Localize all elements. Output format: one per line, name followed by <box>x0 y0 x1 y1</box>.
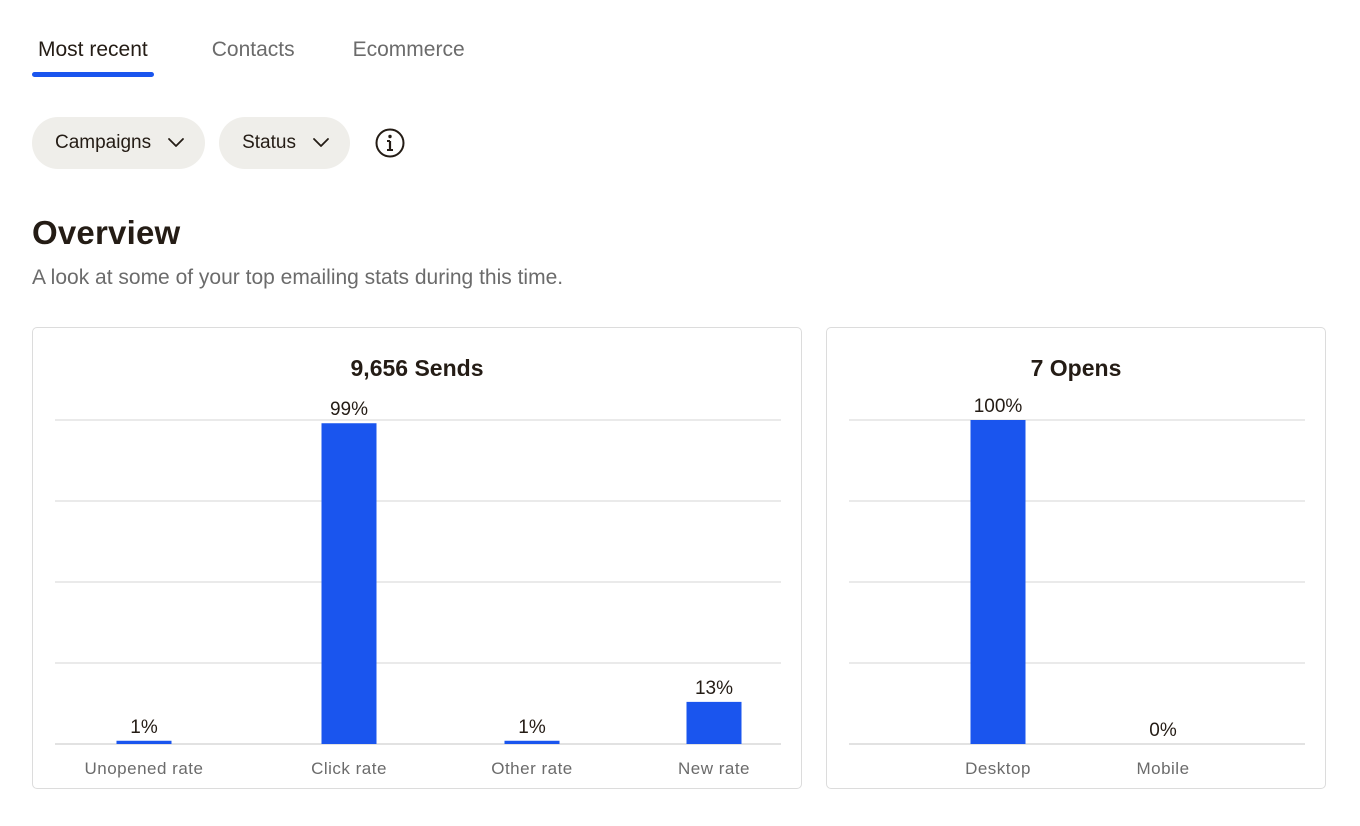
data-label-mobile: 0% <box>1149 720 1177 741</box>
bar-unopened-rate[interactable] <box>116 740 172 744</box>
data-label-unopened-rate: 1% <box>130 717 158 738</box>
tick-label-desktop: Desktop <box>965 759 1031 778</box>
sends-bar-chart: 1% Unopened rate 99% Click rate 1% Other rate… <box>55 399 781 778</box>
sends-chart-card: 9,656 Sends 1% Unopened rate 99% Click rate… <box>32 327 802 789</box>
data-label-click-rate: 99% <box>330 399 368 420</box>
bar-other-rate[interactable] <box>504 740 560 744</box>
chevron-down-icon <box>168 138 185 147</box>
status-filter-button[interactable]: Status <box>219 117 350 169</box>
overview-subtitle: A look at some of your top emailing stat… <box>32 266 564 289</box>
sends-chart-title: 9,656 Sends <box>350 355 484 381</box>
tab-most-recent[interactable]: Most recent <box>32 0 154 82</box>
bar-click-rate[interactable] <box>321 423 377 744</box>
campaigns-filter-button[interactable]: Campaigns <box>32 117 206 169</box>
campaigns-filter-label: Campaigns <box>55 132 152 153</box>
bar-desktop[interactable] <box>970 420 1026 744</box>
tab-contacts[interactable]: Contacts <box>211 38 295 61</box>
bar-new-rate[interactable] <box>686 701 742 744</box>
tab-bar: Most recent Contacts Ecommerce <box>32 0 523 82</box>
chevron-down-icon <box>313 138 329 147</box>
tick-label-other-rate: Other rate <box>491 759 573 778</box>
tick-label-unopened-rate: Unopened rate <box>85 759 204 778</box>
opens-chart-card: 7 Opens 100% Desktop 0% Mobile <box>826 327 1326 789</box>
info-circle-icon[interactable] <box>374 127 406 159</box>
data-label-desktop: 100% <box>974 396 1023 417</box>
overview-title: Overview <box>32 214 181 251</box>
data-label-other-rate: 1% <box>518 717 546 738</box>
data-label-new-rate: 13% <box>695 678 733 699</box>
opens-bar-chart: 100% Desktop 0% Mobile <box>849 396 1305 778</box>
filter-bar: Campaigns Status <box>32 117 406 169</box>
tick-label-click-rate: Click rate <box>311 759 387 778</box>
tab-ecommerce[interactable]: Ecommerce <box>352 38 465 61</box>
tick-label-new-rate: New rate <box>678 759 750 778</box>
tick-label-mobile: Mobile <box>1136 759 1189 778</box>
status-filter-label: Status <box>242 132 296 153</box>
opens-chart-title: 7 Opens <box>1030 355 1122 381</box>
